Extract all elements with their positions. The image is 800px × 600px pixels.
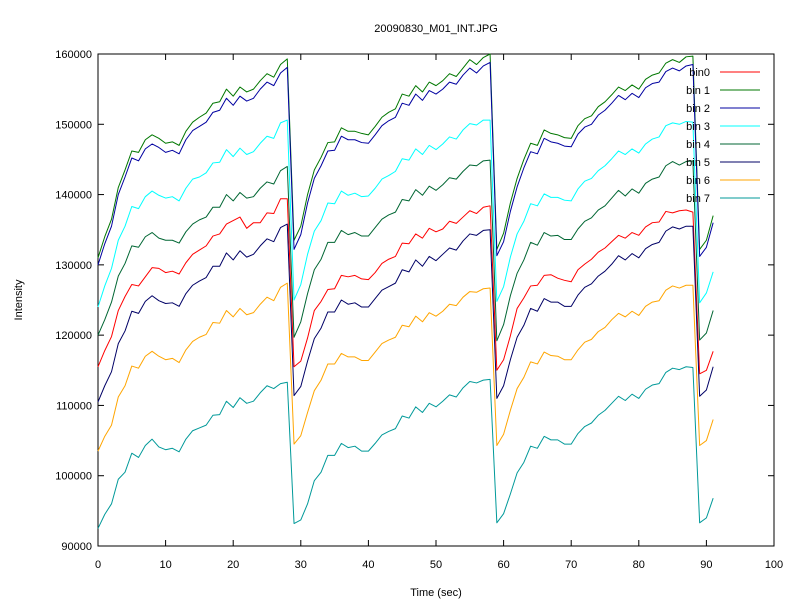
x-axis: 0 10 20 30 40 50 60 70 80 90 100 (95, 54, 783, 571)
x-tick-label: 70 (565, 559, 577, 571)
y-axis: 90000 100000 110000 120000 130000 140000 15000… (55, 49, 774, 553)
series-line-bin-6 (97, 282, 714, 452)
x-tick-label: 60 (497, 559, 509, 571)
plot-frame (97, 53, 775, 547)
y-tick-label: 150000 (55, 119, 92, 131)
series-line-bin-1 (97, 53, 714, 258)
x-tick-label: 50 (430, 559, 442, 571)
x-tick-label: 40 (362, 559, 374, 571)
x-tick-label: 30 (295, 559, 307, 571)
x-tick-label: 20 (227, 559, 239, 571)
y-tick-label: 110000 (56, 400, 92, 412)
y-tick-label: 120000 (55, 330, 92, 342)
x-axis-label: Time (sec) (410, 587, 462, 599)
y-tick-label: 100000 (55, 471, 92, 483)
series-line-bin-2 (97, 61, 714, 266)
legend: bin0 bin 1 bin 2 bin 3 bin 4 bin 5 bin 6 bin 7 (686, 67, 760, 205)
series-line-bin-5 (97, 223, 714, 403)
series-line-bin-7 (97, 366, 714, 529)
y-axis-label: Intensity (13, 279, 25, 320)
y-tick-label: 140000 (55, 190, 92, 202)
chart-title: 20090830_M01_INT.JPG (374, 23, 498, 35)
legend-label: bin 4 (686, 139, 710, 151)
x-tick-label: 100 (765, 559, 783, 571)
legend-label: bin 5 (686, 157, 710, 169)
x-tick-label: 90 (700, 559, 712, 571)
legend-label: bin 6 (686, 175, 710, 187)
legend-label: bin 7 (686, 193, 710, 205)
series-line-bin-3 (97, 119, 714, 308)
series-line-bin-4 (97, 159, 714, 342)
y-tick-label: 130000 (55, 260, 92, 272)
legend-label: bin0 (689, 67, 710, 79)
legend-label: bin 2 (686, 103, 710, 115)
series-layer (97, 53, 714, 529)
x-tick-label: 80 (633, 559, 645, 571)
legend-label: bin 3 (686, 121, 710, 133)
series-line-bin0 (97, 198, 714, 375)
y-tick-label: 160000 (55, 49, 92, 61)
x-tick-label: 0 (95, 559, 101, 571)
x-tick-label: 10 (159, 559, 171, 571)
legend-label: bin 1 (686, 85, 710, 97)
y-tick-label: 90000 (61, 541, 92, 553)
